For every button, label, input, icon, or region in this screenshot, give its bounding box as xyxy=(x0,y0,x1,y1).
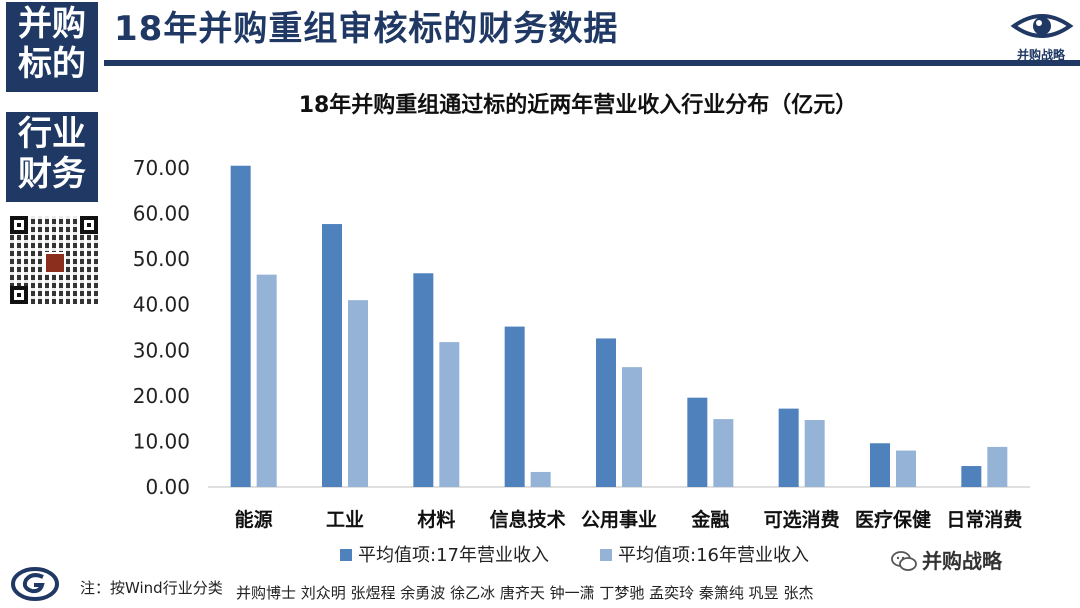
side-label-block-1: 并购 标的 xyxy=(6,2,98,92)
y-tick-label: 50.00 xyxy=(133,247,190,271)
legend-swatch xyxy=(600,549,612,561)
chart-title: 18年并购重组通过标的近两年营业收入行业分布（亿元） xyxy=(299,92,858,118)
qr-finder-pattern xyxy=(10,286,28,304)
x-tick-label: 医疗保健 xyxy=(855,508,931,531)
y-tick-label: 0.00 xyxy=(145,475,190,499)
bar-16 xyxy=(530,471,551,487)
side-label-line: 财务 xyxy=(18,154,86,194)
legend-swatch xyxy=(340,549,352,561)
qr-finder-pattern xyxy=(10,216,28,234)
qr-center-logo xyxy=(44,252,66,274)
side-label-line: 行业 xyxy=(18,114,86,154)
page-title: 18年并购重组审核标的财务数据 xyxy=(114,9,619,49)
y-tick-label: 10.00 xyxy=(133,429,190,453)
y-tick-label: 40.00 xyxy=(133,293,190,317)
bar-16 xyxy=(256,274,277,487)
title-underline xyxy=(104,60,1080,66)
x-tick-label: 材料 xyxy=(417,508,455,531)
left-sidebar: 并购 标的 行业 财务 xyxy=(0,0,104,608)
bar-17 xyxy=(322,224,342,487)
wechat-icon xyxy=(891,551,917,571)
bar-16 xyxy=(713,419,734,487)
brand-logo-text: 并购战略 xyxy=(1016,48,1065,62)
x-tick-label: 信息技术 xyxy=(490,508,566,531)
footer-brand-logo-icon xyxy=(11,567,59,601)
y-tick-label: 20.00 xyxy=(133,384,190,408)
bar-16 xyxy=(439,342,460,487)
x-tick-label: 能源 xyxy=(235,508,273,531)
bar-16 xyxy=(804,420,825,487)
bar-17 xyxy=(504,326,525,487)
legend-label: 平均值项:16年营业收入 xyxy=(618,545,809,566)
bar-17 xyxy=(778,408,799,487)
y-tick-label: 70.00 xyxy=(133,156,190,180)
side-label-block-2: 行业 财务 xyxy=(6,112,98,202)
eye-logo-icon xyxy=(1010,14,1074,38)
legend-label: 平均值项:17年营业收入 xyxy=(358,545,549,566)
bar-16 xyxy=(987,446,1008,487)
x-tick-label: 可选消费 xyxy=(764,508,840,531)
bar-17 xyxy=(870,443,890,487)
bar-17 xyxy=(230,165,251,487)
x-tick-label: 公用事业 xyxy=(581,508,657,531)
side-label-line: 标的 xyxy=(18,44,86,84)
bar-16 xyxy=(896,450,916,487)
footer-authors: 并购博士 刘众明 张煜程 余勇波 徐乙冰 唐齐天 钟一潇 丁梦驰 孟奕玲 秦箫纯… xyxy=(236,584,814,602)
bar-17 xyxy=(596,338,616,487)
x-tick-label: 日常消费 xyxy=(946,508,1022,531)
x-tick-label: 工业 xyxy=(326,509,364,531)
bar-17 xyxy=(413,273,434,487)
qr-finder-pattern xyxy=(80,216,98,234)
bar-17 xyxy=(961,466,982,487)
wechat-account-name: 并购战略 xyxy=(922,549,1002,573)
y-tick-label: 30.00 xyxy=(133,338,190,362)
y-tick-label: 60.00 xyxy=(133,202,190,226)
bar-16 xyxy=(348,300,368,487)
footer-source-note: 注：按Wind行业分类 xyxy=(80,579,223,597)
x-tick-label: 金融 xyxy=(690,508,729,531)
bar-16 xyxy=(622,367,642,487)
bar-17 xyxy=(687,397,708,487)
side-label-line: 并购 xyxy=(18,4,86,44)
